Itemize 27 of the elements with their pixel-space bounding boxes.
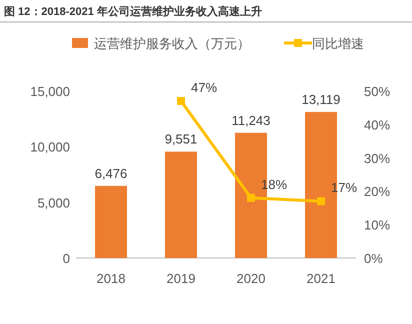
y-tick-label: 5,000 [37,195,70,210]
data-label: 6,476 [94,166,128,181]
y-tick-label: 15,000 [30,84,70,99]
bar [165,152,197,258]
data-label: 47% [191,80,218,96]
y2-tick-label: 0% [364,251,384,266]
point [177,97,185,106]
y2-tick-label: 40% [364,117,390,132]
y2-tick-label: 50% [364,84,390,99]
x-tick-label: 2021 [306,271,336,286]
point [317,197,325,206]
x-tick-label: 2018 [96,271,126,286]
y-tick-label: 10,000 [30,140,70,155]
x-tick-label: 2020 [236,271,266,286]
legend-label: 运营维护服务收入（万元） [94,36,250,51]
data-label: 9,551 [164,132,198,147]
point [247,194,255,202]
x-tick-label: 2019 [166,271,196,286]
data-label: 11,243 [232,112,270,128]
y2-tick-label: 20% [364,184,390,200]
legend-label: 同比增速 [312,36,364,51]
y2-tick-label: 30% [364,150,390,166]
y-tick-label: 0 [62,251,70,266]
bar [95,186,127,258]
data-label: 13,119 [302,92,340,107]
y2-tick-label: 10% [364,218,390,233]
chart-title: 图 12：2018-2021 年公司运营维护业务收入高速上升 [4,5,262,18]
